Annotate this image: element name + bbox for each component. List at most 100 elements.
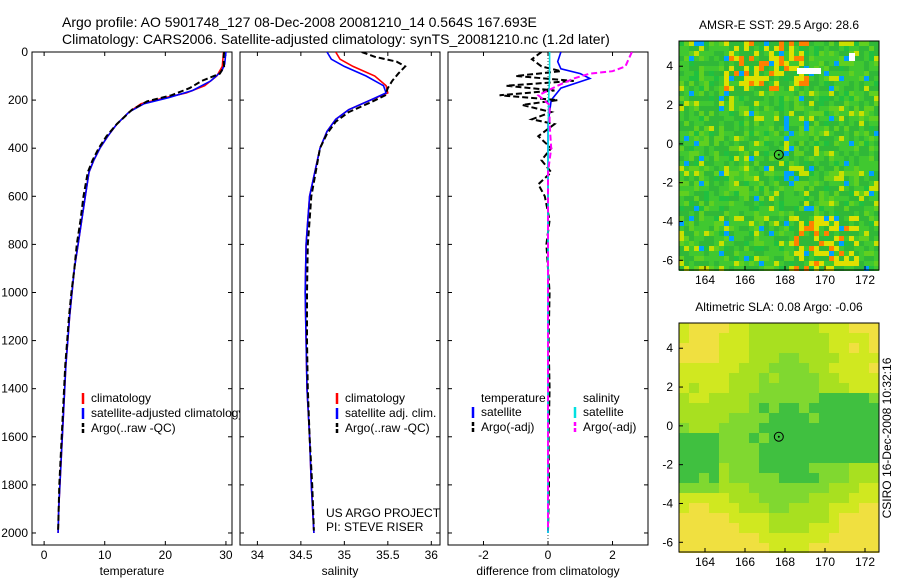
sla-cell [689,513,699,523]
sst-cell [754,111,759,116]
sst-cell [799,106,804,111]
sla-cell [719,323,729,333]
sla-cell [749,343,759,353]
salinity-xtick-label: 35 [338,548,352,562]
sst-cell [714,116,719,121]
sst-cell [854,121,859,126]
sla-cell [759,323,769,333]
sst-cell [689,191,694,196]
sst-cell [704,126,709,131]
sst-cell [714,226,719,231]
sst-cell [814,166,819,171]
sla-cell [829,453,839,463]
sst-cell [679,261,684,266]
sst-cell [814,56,819,61]
sla-cell [859,363,869,373]
sst-cell [769,201,774,206]
sst-cell [839,91,844,96]
sla-cell [799,513,809,523]
sla-cell [849,513,859,523]
sst-cell [844,101,849,106]
sla-cell [759,523,769,533]
sst-cell [819,41,824,46]
sla-cell [859,513,869,523]
sst-cell [709,196,714,201]
temperature-series-group [57,52,227,534]
sst-cell [784,91,789,96]
sst-cell [764,141,769,146]
temperature-xtick-label: 30 [219,548,233,562]
sst-cell [689,241,694,246]
sst-cell [799,96,804,101]
sst-cell [709,41,714,46]
sla-cell [799,403,809,413]
sla-cell [799,493,809,503]
sst-cell [769,116,774,121]
sst-cell [749,81,754,86]
sla-cell [699,453,709,463]
sst-cell [744,131,749,136]
sst-cell [814,181,819,186]
sst-cell [859,101,864,106]
sst-cell [714,136,719,141]
sla-cell [779,523,789,533]
sst-cell [724,166,729,171]
sst-cell [809,76,814,81]
sst-cell [714,106,719,111]
sst-cell [834,81,839,86]
sst-cell [814,111,819,116]
sst-cell [874,216,879,221]
sst-cell [854,46,859,51]
sst-cell [724,266,729,271]
sla-cell [699,373,709,383]
sst-cell [864,241,869,246]
sst-cell [844,201,849,206]
sst-cell [854,166,859,171]
sst-cell [764,56,769,61]
sst-cell [729,266,734,271]
sst-cell [724,196,729,201]
sst-cell [794,251,799,256]
sst-cell [809,171,814,176]
sla-cell [699,413,709,423]
sst-cell [744,261,749,266]
sst-cell [869,176,874,181]
sla-cell [839,433,849,443]
sst-cell [799,221,804,226]
sst-cell [769,131,774,136]
sst-cell [809,161,814,166]
sst-cell [834,211,839,216]
sst-cell [869,201,874,206]
salinity-xlabel: salinity [322,564,359,578]
sst-cell [819,116,824,121]
sst-cell [834,231,839,236]
sst-cell [749,46,754,51]
sla-cell [729,493,739,503]
sst-cell [834,256,839,261]
sst-cell [709,176,714,181]
sst-cell [714,91,719,96]
sst-cell [709,211,714,216]
sst-cell [849,86,854,91]
sst-cell [764,181,769,186]
sst-cell [764,111,769,116]
sst-cell [784,266,789,271]
sla-cell [849,333,859,343]
sst-cell [699,181,704,186]
sst-cell [709,171,714,176]
sst-cell [789,51,794,56]
sst-cell [779,251,784,256]
sst-cell [849,71,854,76]
sst-cell [824,96,829,101]
sst-cell [849,161,854,166]
sst-cell [779,176,784,181]
sst-cell [739,126,744,131]
sst-cell [729,211,734,216]
sla-cell [749,473,759,483]
sst-cell [814,261,819,266]
sst-cell [754,171,759,176]
sst-cell [829,221,834,226]
sst-cell [684,211,689,216]
sst-cell [869,106,874,111]
sst-cell [804,101,809,106]
